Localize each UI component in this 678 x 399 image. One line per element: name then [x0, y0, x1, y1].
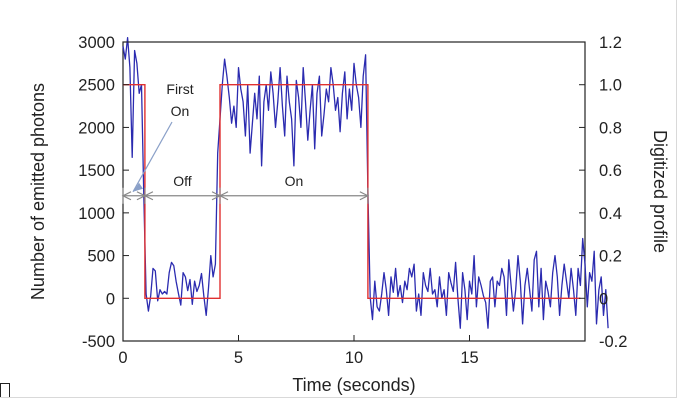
y2-tick-label: 0.6	[599, 162, 622, 180]
annotation-label: First	[166, 81, 193, 97]
y2-tick-label: -0.2	[599, 333, 627, 351]
y-tick-label: 0	[106, 290, 115, 308]
y-tick-label: -500	[82, 333, 115, 351]
y2-tick-label: 1.0	[599, 77, 622, 95]
y2-tick-label: 0.4	[599, 205, 622, 223]
x-tick-label: 5	[234, 349, 243, 367]
y-tick-label: 2000	[78, 119, 115, 137]
corner-crop-mark	[0, 383, 10, 397]
x-tick-label: 0	[118, 349, 127, 367]
y-tick-label: 1500	[78, 162, 115, 180]
annotation-pointer-head	[133, 182, 143, 192]
y2-tick-label: 0.2	[599, 248, 622, 266]
annotation-pointer	[132, 121, 173, 193]
annotation-label: On	[285, 173, 304, 189]
x-tick-label: 10	[345, 349, 363, 367]
y-tick-label: 3000	[78, 34, 115, 52]
photon-count-line	[122, 37, 609, 329]
annotation-label: Off	[173, 173, 192, 189]
y2-tick-label: 0.8	[599, 119, 622, 137]
x-tick-label: 15	[460, 349, 478, 367]
y-axis-title: Number of emitted photons	[28, 83, 48, 300]
annotation-label: On	[171, 103, 190, 119]
y-tick-label: 2500	[78, 77, 115, 95]
y2-tick-label: 1.2	[599, 34, 622, 52]
digitized-profile-line	[123, 83, 581, 299]
y2-tick-label: 0	[599, 290, 608, 308]
y-tick-label: 500	[87, 248, 115, 266]
x-axis-title: Time (seconds)	[292, 375, 415, 395]
y2-axis-title: Digitized profile	[650, 130, 670, 253]
y-tick-label: 1000	[78, 205, 115, 223]
